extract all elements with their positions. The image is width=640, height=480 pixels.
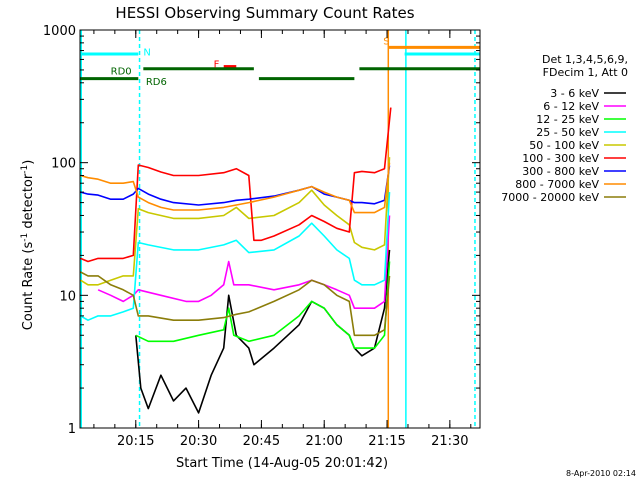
x-tick-label-5: 21:30 [431, 434, 468, 449]
series-line-3 [80, 192, 391, 322]
annotation-1: F [214, 60, 220, 71]
x-tick-label-4: 21:15 [368, 434, 405, 449]
legend-label-1: 6 - 12 keV [543, 100, 599, 113]
legend: Det 1,3,4,5,6,9,FDecim 1, Att 0 3 - 6 keV… [501, 53, 628, 204]
y-tick-label-3: 1000 [43, 24, 76, 39]
x-axis-label: Start Time (14-Aug-05 20:01:42) [176, 456, 388, 471]
series-line-0 [135, 249, 391, 414]
series-line-7 [80, 162, 391, 214]
y-tick-label-2: 100 [51, 157, 76, 172]
y-axis-label-suffix: ) [21, 160, 36, 165]
legend-label-5: 100 - 300 keV [522, 152, 599, 165]
annotation-0: N [143, 48, 150, 59]
series-line-1 [97, 215, 391, 310]
annotation-2: S [383, 36, 389, 47]
plot-area: N F S RD0 RD6 1 10 100 1000 20:15 20:30 20:45 21:00 2… [43, 24, 481, 449]
series-line-4 [80, 157, 391, 286]
legend-label-3: 25 - 50 keV [536, 126, 599, 139]
legend-label-4: 50 - 100 keV [529, 139, 599, 152]
y-tick-label-1: 10 [59, 289, 76, 304]
legend-label-7: 800 - 7000 keV [515, 178, 599, 191]
date-stamp: 8-Apr-2010 02:14 [566, 469, 636, 478]
x-tick-label-2: 20:45 [243, 434, 280, 449]
chart-title: HESSI Observing Summary Count Rates [115, 4, 414, 22]
x-tick-label-0: 20:15 [117, 434, 154, 449]
series-line-2 [135, 261, 391, 349]
series-line-5 [80, 107, 392, 263]
y-axis-label-mid: detector [21, 173, 36, 233]
series-line-8 [80, 271, 391, 337]
annotation-4: RD6 [146, 77, 167, 88]
legend-header-0: Det 1,3,4,5,6,9, [542, 53, 628, 66]
y-axis-label-sup-1: -1 [20, 233, 30, 242]
y-axis-label-prefix: Count Rate (s [21, 242, 36, 331]
y-tick-label-0: 1 [68, 422, 76, 437]
legend-label-0: 3 - 6 keV [550, 87, 599, 100]
series-line-6 [80, 165, 391, 206]
legend-header-1: FDecim 1, Att 0 [543, 66, 628, 79]
svg-text:Count Rate (s-1 detector-1): Count Rate (s-1 detector-1) [20, 160, 36, 331]
y-axis-label-sup-2: -1 [20, 165, 30, 174]
legend-label-8: 7000 - 20000 keV [501, 191, 599, 204]
legend-label-6: 300 - 800 keV [522, 165, 599, 178]
legend-label-2: 12 - 25 keV [536, 113, 599, 126]
annotation-3: RD0 [111, 67, 132, 78]
y-axis-label: Count Rate (s-1 detector-1) [20, 160, 36, 331]
x-tick-label-1: 20:30 [180, 434, 217, 449]
plot-frame [79, 29, 481, 429]
x-tick-label-3: 21:00 [305, 434, 342, 449]
